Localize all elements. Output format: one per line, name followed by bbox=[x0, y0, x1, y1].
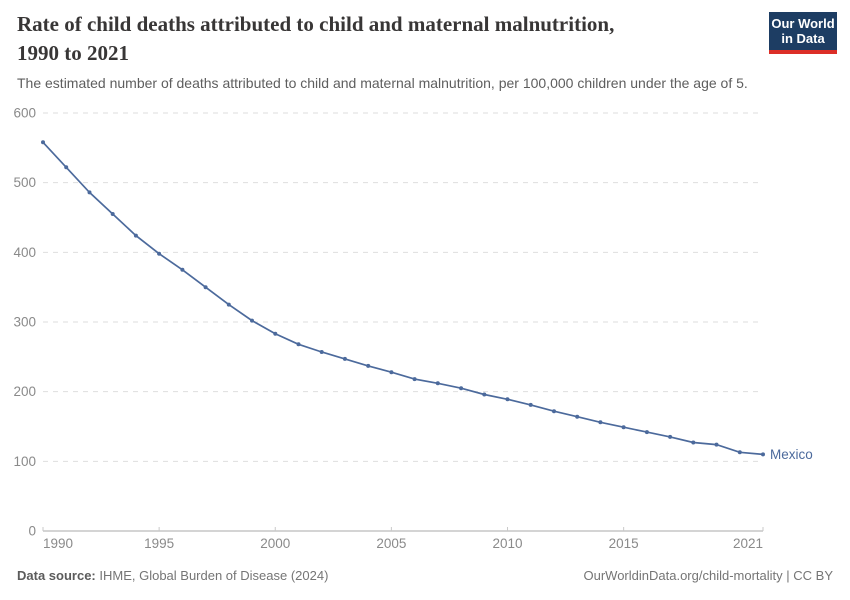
y-tick-label: 300 bbox=[13, 315, 36, 330]
data-line[interactable] bbox=[42, 141, 764, 456]
data-point[interactable] bbox=[273, 331, 278, 336]
series-end-label[interactable]: Mexico bbox=[770, 447, 813, 462]
data-point[interactable] bbox=[482, 392, 487, 397]
data-point[interactable] bbox=[644, 430, 649, 435]
owid-logo-line-1: Our World bbox=[771, 16, 835, 31]
y-tick-label: 0 bbox=[28, 524, 36, 539]
data-source: Data source: IHME, Global Burden of Dise… bbox=[17, 568, 328, 583]
x-tick-label: 2010 bbox=[492, 536, 522, 551]
page-title: Rate of child deaths attributed to child… bbox=[17, 10, 747, 68]
data-point[interactable] bbox=[64, 165, 69, 170]
data-source-value: IHME, Global Burden of Disease (2024) bbox=[95, 568, 329, 583]
data-point[interactable] bbox=[435, 381, 440, 386]
x-tick-label: 2000 bbox=[260, 536, 290, 551]
x-tick-label: 2015 bbox=[609, 536, 639, 551]
owid-logo-line-2: in Data bbox=[781, 31, 825, 46]
data-point[interactable] bbox=[342, 356, 347, 361]
owid-logo[interactable]: Our World in Data bbox=[769, 12, 837, 54]
page-title-line-1: Rate of child deaths attributed to child… bbox=[17, 12, 615, 36]
data-point[interactable] bbox=[621, 425, 626, 430]
page-title-line-2: 1990 to 2021 bbox=[17, 41, 129, 65]
data-point[interactable] bbox=[575, 414, 580, 419]
data-point[interactable] bbox=[389, 370, 394, 375]
data-point[interactable] bbox=[41, 140, 45, 145]
data-point[interactable] bbox=[319, 350, 324, 354]
chart-footer: Data source: IHME, Global Burden of Dise… bbox=[17, 568, 833, 583]
data-point[interactable] bbox=[180, 267, 185, 272]
data-point[interactable] bbox=[133, 233, 138, 238]
x-tick-label: 1990 bbox=[43, 536, 73, 551]
data-source-label: Data source: bbox=[17, 568, 96, 583]
y-tick-label: 200 bbox=[13, 384, 36, 399]
data-point[interactable] bbox=[366, 363, 371, 368]
data-point[interactable] bbox=[459, 386, 464, 391]
data-point[interactable] bbox=[761, 452, 765, 457]
x-tick-label: 2005 bbox=[376, 536, 406, 551]
data-point[interactable] bbox=[157, 251, 162, 256]
data-point[interactable] bbox=[552, 409, 556, 414]
data-point[interactable] bbox=[412, 377, 417, 382]
data-point[interactable] bbox=[668, 434, 673, 439]
x-tick-label: 2021 bbox=[733, 536, 763, 551]
footer-credit-link[interactable]: OurWorldinData.org/child-mortality | CC … bbox=[583, 568, 834, 583]
data-point[interactable] bbox=[505, 397, 510, 402]
x-tick-label: 1995 bbox=[144, 536, 174, 551]
data-point[interactable] bbox=[598, 420, 603, 425]
data-point[interactable] bbox=[528, 402, 533, 407]
data-point[interactable] bbox=[203, 285, 208, 290]
data-point[interactable] bbox=[110, 212, 115, 216]
data-point[interactable] bbox=[87, 190, 92, 195]
data-point[interactable] bbox=[691, 440, 696, 445]
y-tick-label: 500 bbox=[13, 175, 36, 190]
data-point[interactable] bbox=[737, 450, 742, 455]
y-tick-label: 400 bbox=[13, 245, 36, 260]
data-point[interactable] bbox=[250, 318, 254, 323]
chart-subtitle: The estimated number of deaths attribute… bbox=[17, 75, 748, 91]
data-point[interactable] bbox=[714, 442, 719, 447]
y-tick-label: 600 bbox=[13, 106, 36, 121]
data-point[interactable] bbox=[226, 302, 231, 307]
data-point[interactable] bbox=[296, 342, 301, 347]
y-tick-label: 100 bbox=[13, 454, 36, 469]
